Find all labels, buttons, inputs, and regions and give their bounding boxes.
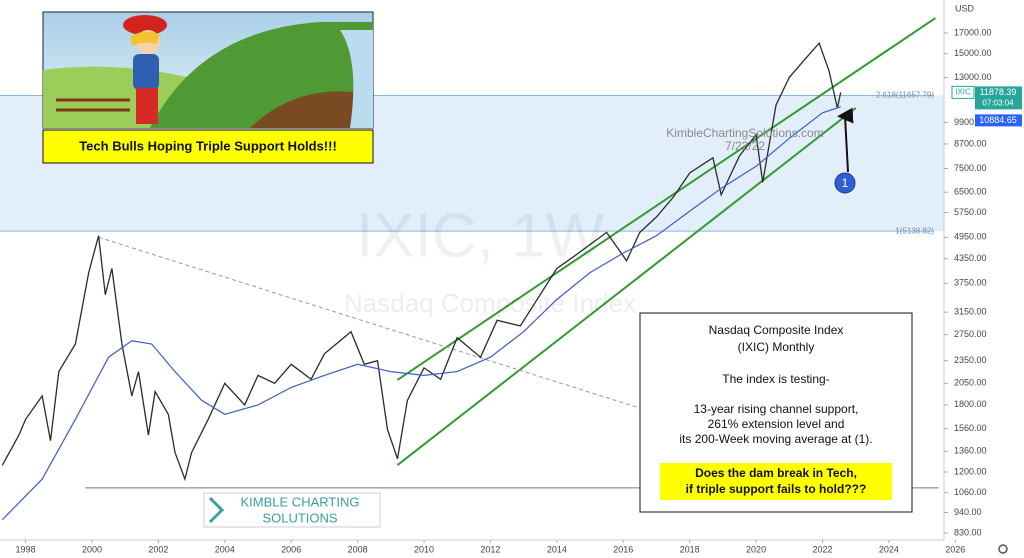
x-tick-label: 2016 (613, 544, 633, 554)
date: 7/22/22 (725, 139, 765, 153)
y-tick-label: 17000.00 (954, 27, 992, 37)
axes: 830.00 940.00 1060.00 1200.00 1360.00 1560.00… (16, 27, 1022, 554)
watermark: IXIC, 1W (356, 201, 605, 270)
y-tick-label: 5750.00 (954, 207, 987, 217)
water (340, 30, 373, 128)
hair (130, 31, 160, 46)
channel-line (396, 107, 857, 466)
note-title: (IXIC) Monthly (738, 340, 815, 354)
y-tick-label: 6500.00 (954, 187, 987, 197)
question-highlight (660, 463, 892, 500)
caption-box (42, 129, 374, 164)
note-question: if triple support fails to hold??? (686, 482, 867, 496)
y-tick-label: 2750.00 (954, 329, 987, 339)
note-point: its 200-Week moving average at (1). (679, 432, 872, 446)
shirt (133, 54, 159, 90)
y-tick-label: 9900.00 (954, 117, 987, 127)
y-tick-label: 13000.00 (954, 72, 992, 82)
y-tick-label: 1200.00 (954, 466, 987, 476)
channel-line (98, 236, 640, 409)
pants (136, 88, 158, 124)
level-label: 1(5138.82) (895, 226, 934, 235)
x-tick-label: 2010 (414, 544, 434, 554)
cartoon (42, 11, 374, 129)
source: KimbleChartingSolutions.com (666, 126, 823, 140)
note-title: Nasdaq Composite Index (709, 323, 844, 337)
y-tick-label: 1560.00 (954, 423, 987, 433)
note-intro: The index is testing- (722, 372, 829, 386)
x-tick-label: 2020 (746, 544, 766, 554)
logo-text: KIMBLE CHARTING (241, 494, 360, 509)
logo-box (203, 492, 381, 528)
x-tick-label: 2014 (547, 544, 567, 554)
note-point: 13-year rising channel support, (694, 402, 859, 416)
ma-tag (975, 114, 1022, 127)
y-tick-label: 3750.00 (954, 278, 987, 288)
y-tick-label: 1060.00 (954, 487, 987, 497)
series-name: IXIC (955, 87, 971, 96)
marker-label: 1 (842, 176, 849, 190)
x-tick-label: 1998 (16, 544, 36, 554)
y-tick-label: 1360.00 (954, 446, 987, 456)
y-tick-label: 940.00 (954, 507, 982, 517)
settings-icon[interactable] (998, 544, 1008, 554)
x-tick-label: 2026 (945, 544, 965, 554)
y-tick-label: 15000.00 (954, 48, 992, 58)
watermark-subtitle: Nasdaq Composite Index (344, 288, 636, 318)
dirt (250, 91, 373, 128)
y-tick-label: 4950.00 (954, 232, 987, 242)
x-tick-label: 2004 (215, 544, 235, 554)
note-question: Does the dam break in Tech, (695, 466, 857, 480)
channel-line (396, 17, 936, 381)
countdown: 07:03:04 (982, 98, 1014, 107)
x-tick-label: 2022 (812, 544, 832, 554)
y-tick-label: 3150.00 (954, 307, 987, 317)
arrow (837, 107, 854, 173)
y-tick-label: 4350.00 (954, 253, 987, 263)
y-tick-label: 7500.00 (954, 163, 987, 173)
y-tick-label: 2050.00 (954, 378, 987, 388)
x-tick-label: 2018 (680, 544, 700, 554)
x-tick-label: 2000 (82, 544, 102, 554)
logo-icon (208, 496, 225, 524)
note-point: 261% extension level and (708, 417, 845, 431)
currency: USD (955, 3, 975, 13)
caption: Tech Bulls Hoping Triple Support Holds!!… (79, 138, 337, 153)
ma-tag-label: 10884.65 (979, 115, 1017, 125)
y-tick-label: 1800.00 (954, 399, 987, 409)
x-tick-label: 2002 (148, 544, 168, 554)
series-line (1, 41, 842, 482)
marker-circle (834, 172, 856, 194)
x-tick-label: 2006 (281, 544, 301, 554)
y-tick-label: 830.00 (954, 527, 982, 537)
series-line (1, 106, 841, 521)
y-tick-label: 8700.00 (954, 138, 987, 148)
fence (56, 98, 130, 112)
logo-text: SOLUTIONS (262, 510, 337, 525)
cap (123, 15, 167, 35)
x-tick-label: 2008 (348, 544, 368, 554)
level-label: 2.618(11657.79) (876, 91, 934, 100)
price-tag-label: 11878.39 (980, 87, 1017, 97)
series-name-tag (951, 85, 975, 99)
x-tick-label: 2012 (480, 544, 500, 554)
price-tag (975, 86, 1022, 110)
y-tick-label: 2350.00 (954, 355, 987, 365)
x-tick-label: 2024 (879, 544, 899, 554)
